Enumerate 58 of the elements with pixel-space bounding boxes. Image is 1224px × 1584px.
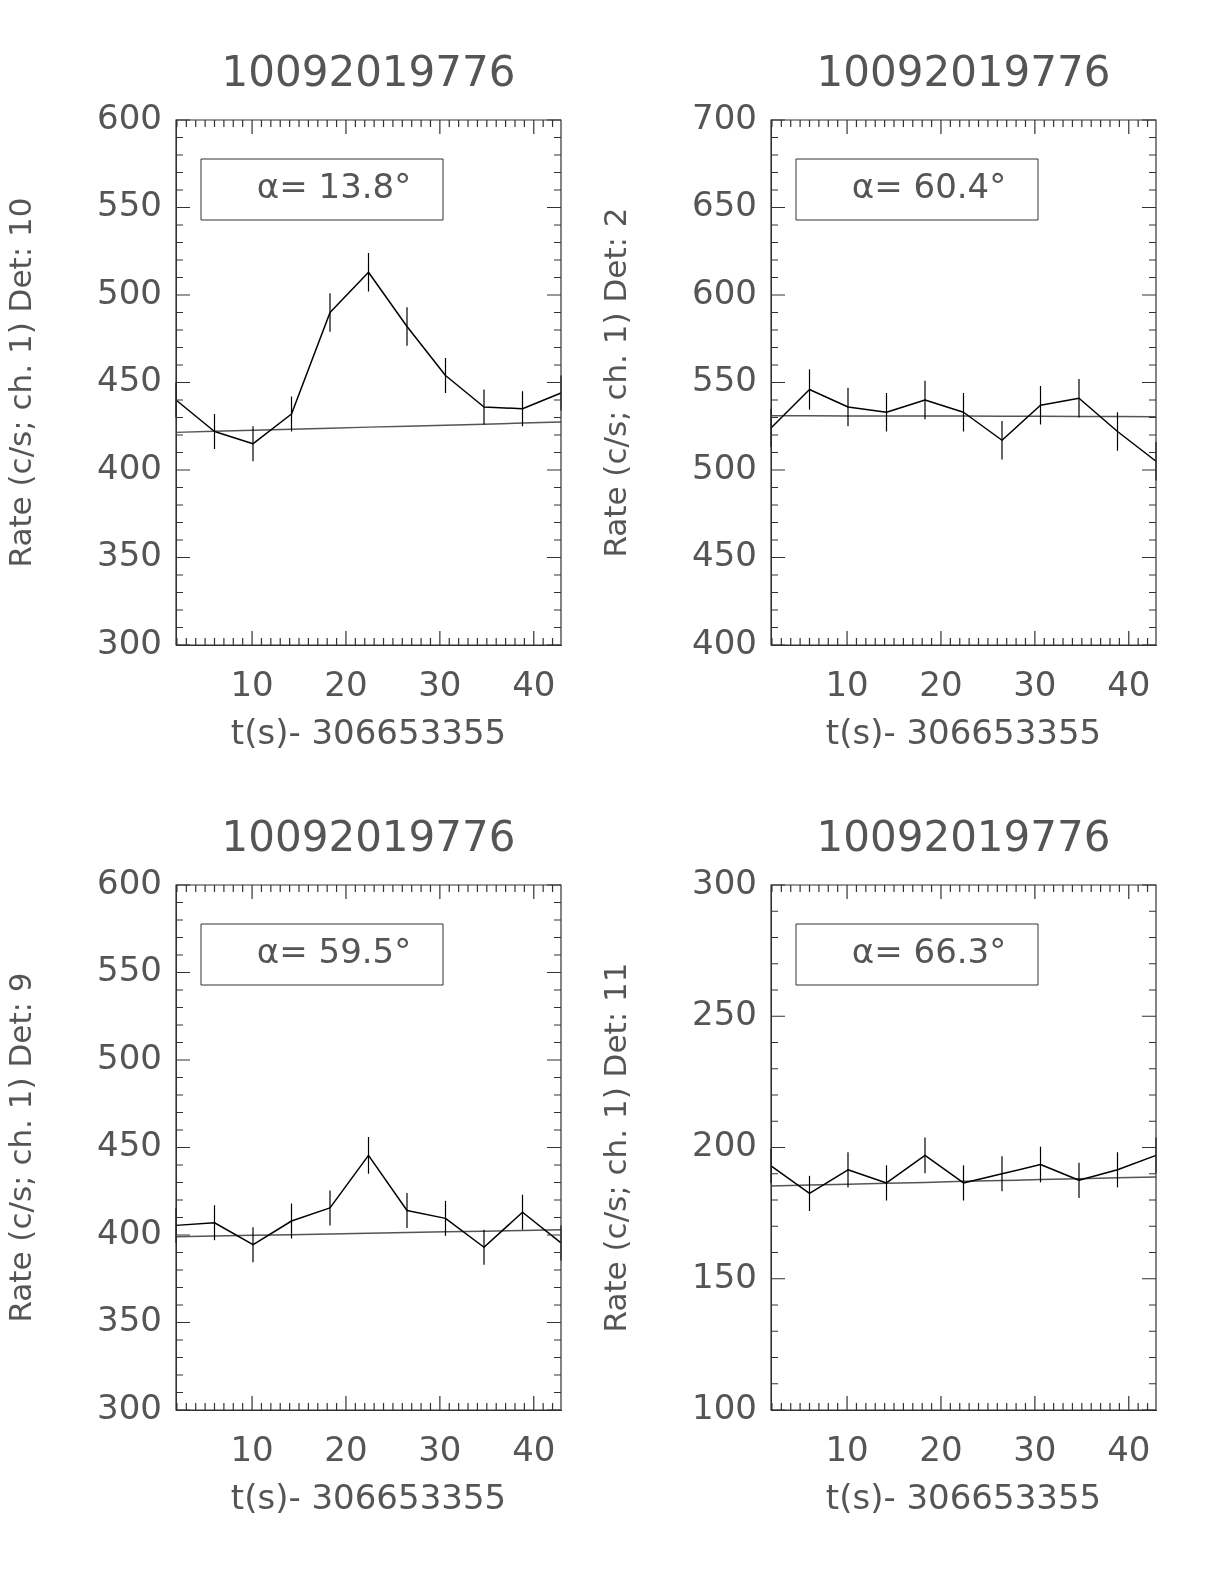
y-tick-label: 300	[97, 621, 162, 662]
y-axis-title: Rate (c/s; ch. 1) Det: 11	[596, 962, 633, 1333]
x-tick-label: 20	[919, 1429, 963, 1470]
y-axis-title: Rate (c/s; ch. 1) Det: 10	[1, 197, 38, 568]
annotation: α= 59.5°	[256, 931, 412, 972]
x-axis-title: t(s)- 306653355	[825, 712, 1102, 753]
x-tick-label: 30	[418, 664, 462, 705]
y-tick-label: 600	[97, 861, 162, 902]
y-tick-label: 200	[692, 1124, 757, 1165]
y-tick-label: 450	[97, 1124, 162, 1165]
x-tick-label: 40	[1107, 664, 1151, 705]
y-tick-label: 550	[692, 359, 757, 400]
y-tick-label: 400	[692, 621, 757, 662]
chart-title: 10092019776	[221, 812, 516, 862]
y-tick-label: 450	[692, 534, 757, 575]
y-tick-label: 350	[97, 534, 162, 575]
y-tick-label: 300	[97, 1386, 162, 1427]
x-tick-label: 20	[324, 664, 368, 705]
y-tick-label: 550	[97, 949, 162, 990]
x-tick-label: 30	[418, 1429, 462, 1470]
y-tick-label: 100	[692, 1386, 757, 1427]
y-tick-label: 650	[692, 184, 757, 225]
y-tick-label: 600	[97, 96, 162, 137]
chart-title: 10092019776	[221, 47, 516, 97]
x-tick-label: 10	[230, 1429, 274, 1470]
y-tick-label: 400	[97, 446, 162, 487]
x-tick-label: 30	[1013, 1429, 1057, 1470]
x-axis-title: t(s)- 306653355	[230, 712, 507, 753]
x-axis-title: t(s)- 306653355	[825, 1477, 1102, 1518]
y-tick-label: 500	[692, 446, 757, 487]
x-tick-label: 40	[512, 664, 556, 705]
y-tick-label: 400	[97, 1211, 162, 1252]
annotation: α= 66.3°	[851, 931, 1007, 972]
y-tick-label: 600	[692, 271, 757, 312]
x-tick-label: 10	[230, 664, 274, 705]
y-axis-title: Rate (c/s; ch. 1) Det: 9	[1, 972, 38, 1323]
y-tick-label: 550	[97, 184, 162, 225]
annotation: α= 13.8°	[256, 166, 412, 207]
x-tick-label: 10	[825, 664, 869, 705]
y-tick-label: 700	[692, 96, 757, 137]
y-tick-label: 350	[97, 1299, 162, 1340]
x-tick-label: 30	[1013, 664, 1057, 705]
x-axis-title: t(s)- 306653355	[230, 1477, 507, 1518]
chart-title: 10092019776	[816, 812, 1111, 862]
x-tick-label: 40	[512, 1429, 556, 1470]
y-tick-label: 150	[692, 1255, 757, 1296]
y-axis-title: Rate (c/s; ch. 1) Det: 2	[596, 207, 633, 558]
y-tick-label: 500	[97, 271, 162, 312]
y-tick-label: 300	[692, 861, 757, 902]
y-tick-label: 250	[692, 993, 757, 1034]
x-tick-label: 40	[1107, 1429, 1151, 1470]
x-tick-label: 20	[919, 664, 963, 705]
chart-title: 10092019776	[816, 47, 1111, 97]
x-tick-label: 10	[825, 1429, 869, 1470]
y-tick-label: 500	[97, 1036, 162, 1077]
x-tick-label: 20	[324, 1429, 368, 1470]
annotation: α= 60.4°	[851, 166, 1007, 207]
y-tick-label: 450	[97, 359, 162, 400]
